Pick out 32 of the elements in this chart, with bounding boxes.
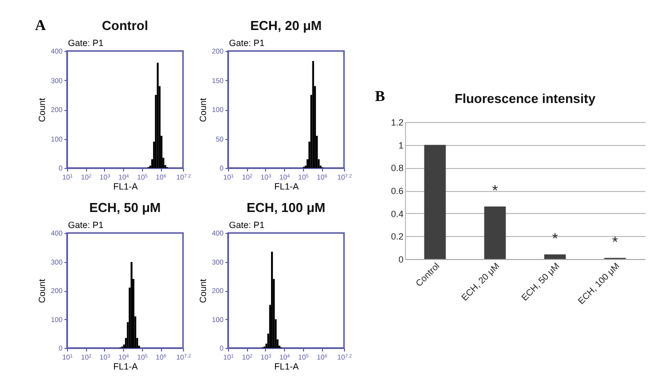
chart-title: Control — [102, 18, 148, 33]
chart-title: ECH, 20 μM — [250, 18, 322, 33]
text: Gate: P1 — [68, 38, 104, 48]
text: Gate: P1 — [229, 220, 265, 230]
annotation: * — [492, 182, 498, 200]
chart-title: Fluorescence intensity — [454, 91, 596, 106]
annotation: * — [612, 234, 618, 251]
chart-title: ECH, 50 μM — [89, 200, 161, 215]
x-axis-title: FL1-A — [274, 362, 299, 372]
text: Gate: P1 — [68, 220, 104, 230]
y-axis-title: Count — [36, 278, 47, 304]
y-axis-title: Count — [198, 98, 208, 122]
y-tick-label: 0.6 — [390, 186, 404, 196]
bar — [544, 254, 566, 259]
y-tick-label: 0.2 — [390, 232, 404, 242]
y-tick-label: 1.2 — [390, 118, 404, 128]
y-tick-label: 0.4 — [390, 208, 404, 219]
x-axis-title: FL1-A — [113, 182, 138, 192]
y-axis-title: Count — [36, 98, 47, 122]
y-tick-label: 1 — [398, 140, 404, 150]
x-axis-title: FL1-A — [113, 362, 138, 372]
y-axis-title: Count — [198, 278, 208, 304]
bar — [484, 206, 506, 259]
text: B — [375, 89, 386, 106]
bar — [424, 144, 446, 259]
x-axis-title: FL1-A — [274, 182, 299, 192]
y-tick-label: 0.8 — [390, 163, 404, 174]
y-tick-label: 0 — [398, 254, 404, 264]
chart-title: ECH, 100 μM — [246, 200, 326, 215]
text: A — [35, 18, 46, 35]
text: Gate: P1 — [229, 38, 265, 48]
annotation: * — [552, 230, 558, 248]
